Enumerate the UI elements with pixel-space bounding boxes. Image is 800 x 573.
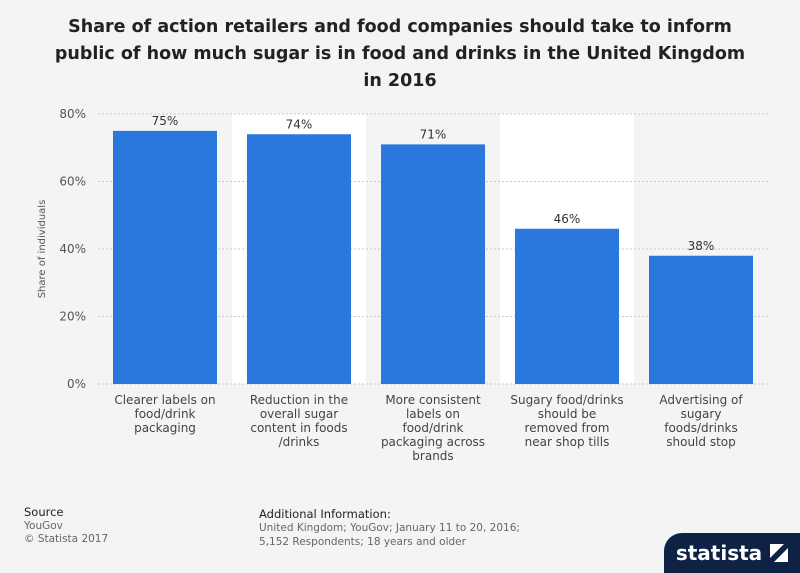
x-tick-label-line: packaging across — [381, 435, 485, 449]
bar — [247, 134, 351, 384]
x-tick-label-line: /drinks — [279, 435, 320, 449]
x-tick-label-line: labels on — [406, 407, 460, 421]
x-tick-label-line: Advertising of — [659, 393, 743, 407]
chart-title: Share of action retailers and food compa… — [40, 14, 760, 95]
x-tick-label-line: brands — [412, 449, 453, 463]
statista-logo-text: statista — [675, 541, 763, 565]
x-tick-label-line: packaging — [134, 421, 196, 435]
x-tick-label-line: should be — [538, 407, 597, 421]
x-tick-label-line: foods/drinks — [664, 421, 738, 435]
x-tick-label-line: More consistent — [385, 393, 481, 407]
x-tick-label-line: food/drink — [134, 407, 195, 421]
x-tick-label-line: Sugary food/drinks — [510, 393, 623, 407]
additional-info-title: Additional Information: — [259, 507, 391, 521]
data-label: 74% — [286, 117, 313, 131]
source-title: Source — [24, 505, 64, 519]
data-label: 38% — [688, 239, 715, 253]
additional-info-body: United Kingdom; YouGov; January 11 to 20… — [259, 522, 520, 548]
bar — [515, 228, 619, 384]
chart-title-line: in 2016 — [363, 71, 437, 91]
x-tick-label-line: should stop — [666, 435, 736, 449]
x-tick-label: Clearer labels on food/drink packaging — [114, 393, 215, 435]
statista-logo-icon — [770, 544, 789, 562]
y-tick-label: 80% — [59, 107, 86, 121]
x-tick-label-line: Reduction in the — [250, 393, 348, 407]
bar — [381, 144, 485, 384]
x-tick-label: Advertising of sugary foods/drinks should s… — [659, 393, 743, 449]
copyright: © Statista 2017 — [24, 533, 109, 545]
x-tick-label: Reduction in the overall sugar content in … — [250, 393, 348, 449]
x-tick-label: Sugary food/drinks should be removed from n… — [510, 393, 623, 449]
data-label: 75% — [152, 114, 179, 128]
x-tick-label-line: food/drink — [402, 421, 463, 435]
y-tick-label: 0% — [67, 377, 86, 391]
data-label: 71% — [420, 127, 447, 141]
data-label: 46% — [554, 212, 581, 226]
y-tick-label: 60% — [59, 175, 86, 189]
x-tick-label-line: Clearer labels on — [114, 393, 215, 407]
y-axis-label: Share of individuals — [37, 200, 48, 299]
x-tick-label-line: sugary — [681, 407, 722, 421]
bar — [113, 130, 217, 384]
y-tick-label: 40% — [59, 242, 86, 256]
x-tick-label: More consistent labels on food/drink packag… — [381, 393, 485, 463]
bar — [649, 255, 753, 384]
source-body[interactable]: YouGov — [24, 520, 63, 532]
statista-logo[interactable]: statista — [664, 533, 800, 573]
x-tick-label-line: overall sugar — [260, 407, 338, 421]
bar-chart: 0% 20% 40% 60% 80% Share of individuals 75% Cle… — [37, 107, 768, 463]
x-tick-label-line: near shop tills — [525, 435, 610, 449]
chart-title-line: Share of action retailers and food compa… — [68, 17, 732, 37]
chart-title-line: public of how much sugar is in food and … — [54, 44, 746, 64]
x-tick-label-line: content in foods — [250, 421, 347, 435]
x-tick-label-line: removed from — [525, 421, 610, 435]
y-tick-label: 20% — [59, 310, 86, 324]
